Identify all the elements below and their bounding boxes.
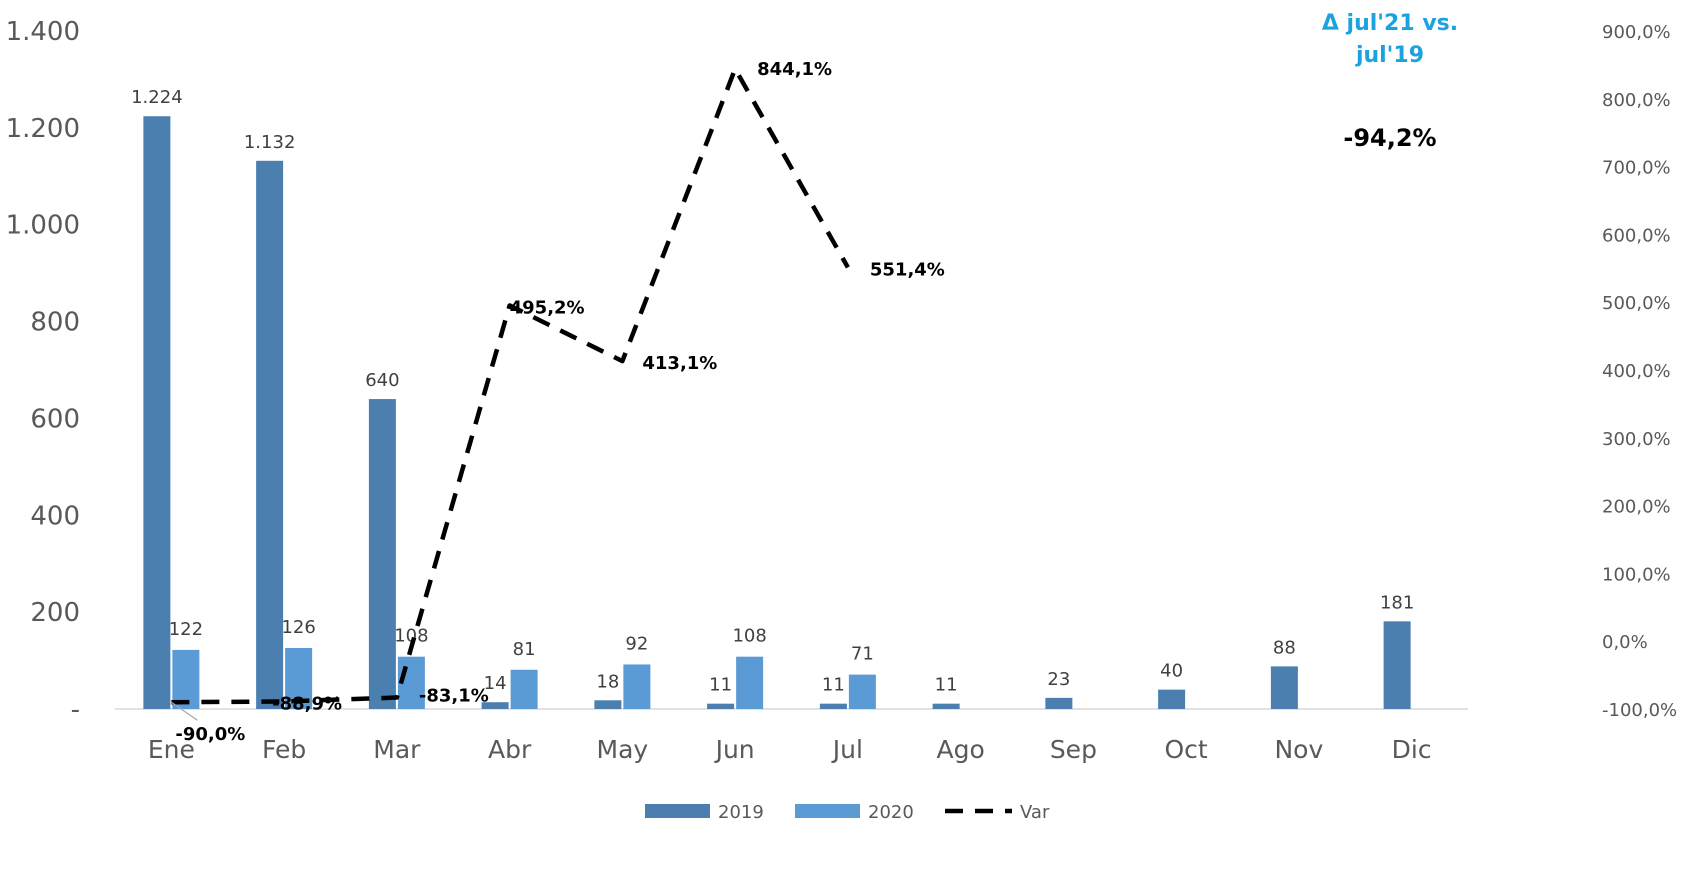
legend-label-2020: 2020	[868, 802, 914, 823]
x-category-label: Ago	[936, 735, 984, 764]
x-category-label: Feb	[262, 735, 306, 764]
x-category-label: Nov	[1274, 735, 1323, 764]
y-left-tick-label: 1.400	[6, 17, 80, 47]
bar-2020	[510, 669, 538, 709]
y-right-tick-label: 500,0%	[1602, 293, 1671, 314]
legend-swatch-2020	[795, 804, 860, 818]
bar-2019-label: 14	[484, 673, 507, 694]
bar-2019-label: 11	[822, 675, 845, 696]
x-category-label: May	[597, 735, 649, 764]
bar-2019	[368, 399, 396, 709]
y-right-tick-label: 300,0%	[1602, 429, 1671, 450]
bar-2019-label: 11	[935, 675, 958, 696]
var-data-label: 551,4%	[870, 259, 945, 280]
bar-2020-label: 92	[625, 633, 648, 654]
legend-swatch-2019	[645, 804, 710, 818]
var-data-label: -88,9%	[272, 693, 342, 714]
bar-2020-label: 122	[169, 619, 203, 640]
bar-2019-label: 181	[1380, 592, 1414, 613]
bar-2020-label: 108	[394, 626, 428, 647]
var-data-label: -90,0%	[175, 724, 245, 745]
bar-2019	[143, 116, 171, 710]
bar-2020-label: 126	[281, 617, 315, 638]
bar-2019	[819, 703, 847, 709]
y-left-tick-label: 800	[30, 308, 80, 338]
var-data-label: 413,1%	[642, 353, 717, 374]
y-left-tick-label: 400	[30, 501, 80, 531]
bar-2019-label: 18	[596, 671, 619, 692]
legend-label-2019: 2019	[718, 802, 764, 823]
bar-2020	[736, 656, 764, 709]
bar-2019-label: 1.132	[244, 132, 296, 153]
y-right-tick-label: 800,0%	[1602, 90, 1671, 111]
x-category-label: Ene	[148, 735, 195, 764]
annotation-title: Δ jul'21 vs. jul'19	[1321, 11, 1459, 68]
var-data-label: -83,1%	[419, 686, 489, 707]
bar-2019-label: 40	[1160, 661, 1183, 682]
bar-2019	[594, 700, 622, 709]
y-right-tick-label: 200,0%	[1602, 497, 1671, 518]
label-leader-line	[171, 701, 198, 721]
bar-2019	[707, 703, 735, 709]
y-right-tick-label: -100,0%	[1602, 700, 1677, 721]
bar-2019	[1045, 697, 1073, 709]
y-left-tick-label: 1.200	[6, 114, 80, 144]
bar-2019	[256, 160, 284, 709]
x-category-label: Sep	[1050, 735, 1097, 764]
x-category-label: Dic	[1392, 735, 1432, 764]
x-category-label: Jul	[831, 735, 863, 764]
var-data-label: 495,2%	[510, 297, 585, 318]
bar-2019	[481, 702, 509, 709]
bar-2019-label: 11	[709, 675, 732, 696]
y-left-tick-label: -	[71, 695, 80, 725]
y-right-tick-label: 700,0%	[1602, 158, 1671, 179]
bar-2019	[932, 703, 960, 709]
y-right-tick-label: 900,0%	[1602, 22, 1671, 43]
x-category-label: Jun	[714, 735, 755, 764]
bar-2020-label: 71	[851, 644, 874, 665]
y-right-tick-label: 600,0%	[1602, 225, 1671, 246]
x-category-label: Mar	[373, 735, 421, 764]
var-data-label: 844,1%	[757, 59, 832, 80]
bar-2020	[172, 649, 200, 709]
legend-label-var: Var	[1020, 802, 1050, 823]
bar-2019	[1158, 689, 1186, 709]
bar-2020	[623, 664, 651, 709]
y-right-tick-label: 0,0%	[1602, 632, 1648, 653]
bar-2020-label: 108	[732, 626, 766, 647]
y-left-tick-label: 1.000	[6, 211, 80, 241]
x-category-label: Oct	[1165, 735, 1208, 764]
y-left-tick-label: 200	[30, 598, 80, 628]
var-line	[171, 66, 850, 705]
bar-2019-label: 640	[365, 370, 399, 391]
bar-2020-label: 81	[513, 639, 536, 660]
annotation-value: -94,2%	[1343, 124, 1437, 152]
x-category-label: Abr	[488, 735, 532, 764]
bar-2019	[1270, 666, 1298, 709]
bar-2019-label: 1.224	[131, 87, 183, 108]
y-right-tick-label: 400,0%	[1602, 361, 1671, 382]
y-right-tick-label: 100,0%	[1602, 564, 1671, 585]
bar-2020	[848, 674, 876, 709]
bar-2019-label: 23	[1047, 669, 1070, 690]
y-left-tick-label: 600	[30, 404, 80, 434]
bar-2019-label: 88	[1273, 637, 1296, 658]
bar-2019	[1383, 621, 1411, 709]
